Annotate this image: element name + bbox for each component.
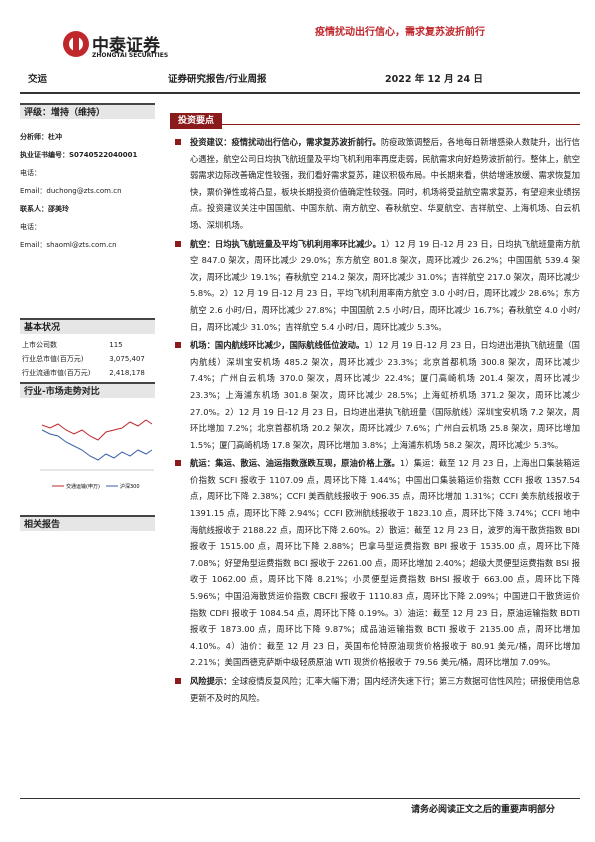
bullet: 投资建议：疫情扰动出行信心，需求复苏波折前行。防疫政策调整后，各地每日新增感染人… [172,134,580,234]
table-cell: 行业总市值(百万元) [22,355,84,363]
contact-line: 分析师：杜冲 [20,133,62,141]
report-type: 证券研究报告/行业周报 [168,74,267,85]
logo-text: 中泰证券 [92,36,160,56]
bullet-text: 1）12 月 19 日-12 月 23 日，日均执飞航班量南方航空 847.0 … [190,238,580,332]
bullet-lead: 风险提示： [190,676,232,686]
bullet: 航空：日均执飞航班量及平均飞机利用率环比减少。1）12 月 19 日-12 月 … [172,236,580,336]
section-band: 行业-市场走势对比 [20,382,155,398]
table-cell: 行业流通市值(百万元) [22,369,91,377]
table-cell: 2,418,178 [109,369,145,377]
logo-icon [63,31,89,57]
contact-line: 电话： [20,169,41,177]
report-date: 2022 年 12 月 24 日 [385,74,483,85]
bullet-list: 投资建议：疫情扰动出行信心，需求复苏波折前行。防疫政策调整后，各地每日新增感染人… [172,134,580,708]
table-cell: 上市公司数 [22,341,57,349]
section-band: 相关报告 [20,515,155,531]
contact-line: 执业证书编号：S0740522040001 [20,151,138,159]
report-title: 疫情扰动出行信心，需求复苏波折前行 [315,27,485,38]
table-row: 行业流通市值(百万元) 2,418,178 [20,366,155,380]
trend-chart: 交通运输(申万) 沪深300 [40,419,154,490]
bullet-text: 防疫政策调整后，各地每日新增感染人数陡升，出行信心遇挫，航空公司日均执飞航班量及… [190,137,580,230]
bullet-lead: 航运：集运、散运、油运指数涨跌互现，原油价格上涨。 [190,458,400,469]
bullet: 机场：国内航线环比减少，国际航线低位波动。1）12 月 19 日-12 月 23… [172,337,580,453]
basic-table: 上市公司数 115 行业总市值(百万元) 3,075,407 行业流通市值(百万元) 2,… [20,338,155,380]
contact-line: Email：duchong@zts.com.cn [20,187,122,195]
bullet-text: 全球疫情反复风险；汇率大幅下滑；国内经济失速下行；第三方数据可信性风险；研报使用… [190,676,580,703]
bullet-lead: 航空：日均执飞航班量及平均飞机利用率环比减少。 [190,238,381,249]
contacts: 分析师：杜冲执业证书编号：S0740522040001 电话： Email：duch… [20,128,155,254]
footer-notice: 请务必阅读正文之后的重要声明部分 [410,805,555,815]
table-cell: 115 [109,341,123,349]
section-header: 投资要点 [170,108,580,129]
contact-line: Email：shaoml@zts.com.cn [20,241,117,249]
bullet-text: 1）集运：截至 12 月 23 日，上海出口集装箱运价指数 SCFI 报收于 1… [190,458,580,668]
bullet: 风险提示：全球疫情反复风险；汇率大幅下滑；国内经济失速下行；第三方数据可信性风险… [172,673,580,706]
bullet-lead: 投资建议：疫情扰动出行信心，需求复苏波折前行。 [190,137,381,147]
contact-line: 电话： [20,223,41,231]
legend-label: 沪深300 [120,483,140,490]
divider [20,92,580,94]
industry: 交运 [28,74,48,85]
bullet-lead: 机场：国内航线环比减少，国际航线低位波动。 [190,340,365,351]
divider [20,798,580,799]
bullet-text: 1）12 月 19 日-12 月 23 日，日均进出港执飞航班量（国内航线）深圳… [190,340,580,450]
bullet: 航运：集运、散运、油运指数涨跌互现，原油价格上涨。1）集运：截至 12 月 23… [172,455,580,671]
table-cell: 3,075,407 [109,355,145,363]
logo-subtext: ZHONGTAI SECURITIES [92,52,169,59]
contact-line: 联系人：邵美玲 [20,205,69,213]
section-band: 基本状况 [20,318,155,334]
rating: 评级：增持（维持） [20,103,155,119]
legend-label: 交通运输(申万) [66,483,100,490]
table-row: 上市公司数 115 [20,338,155,352]
table-row: 行业总市值(百万元) 3,075,407 [20,352,155,366]
section-title: 投资要点 [170,113,223,129]
